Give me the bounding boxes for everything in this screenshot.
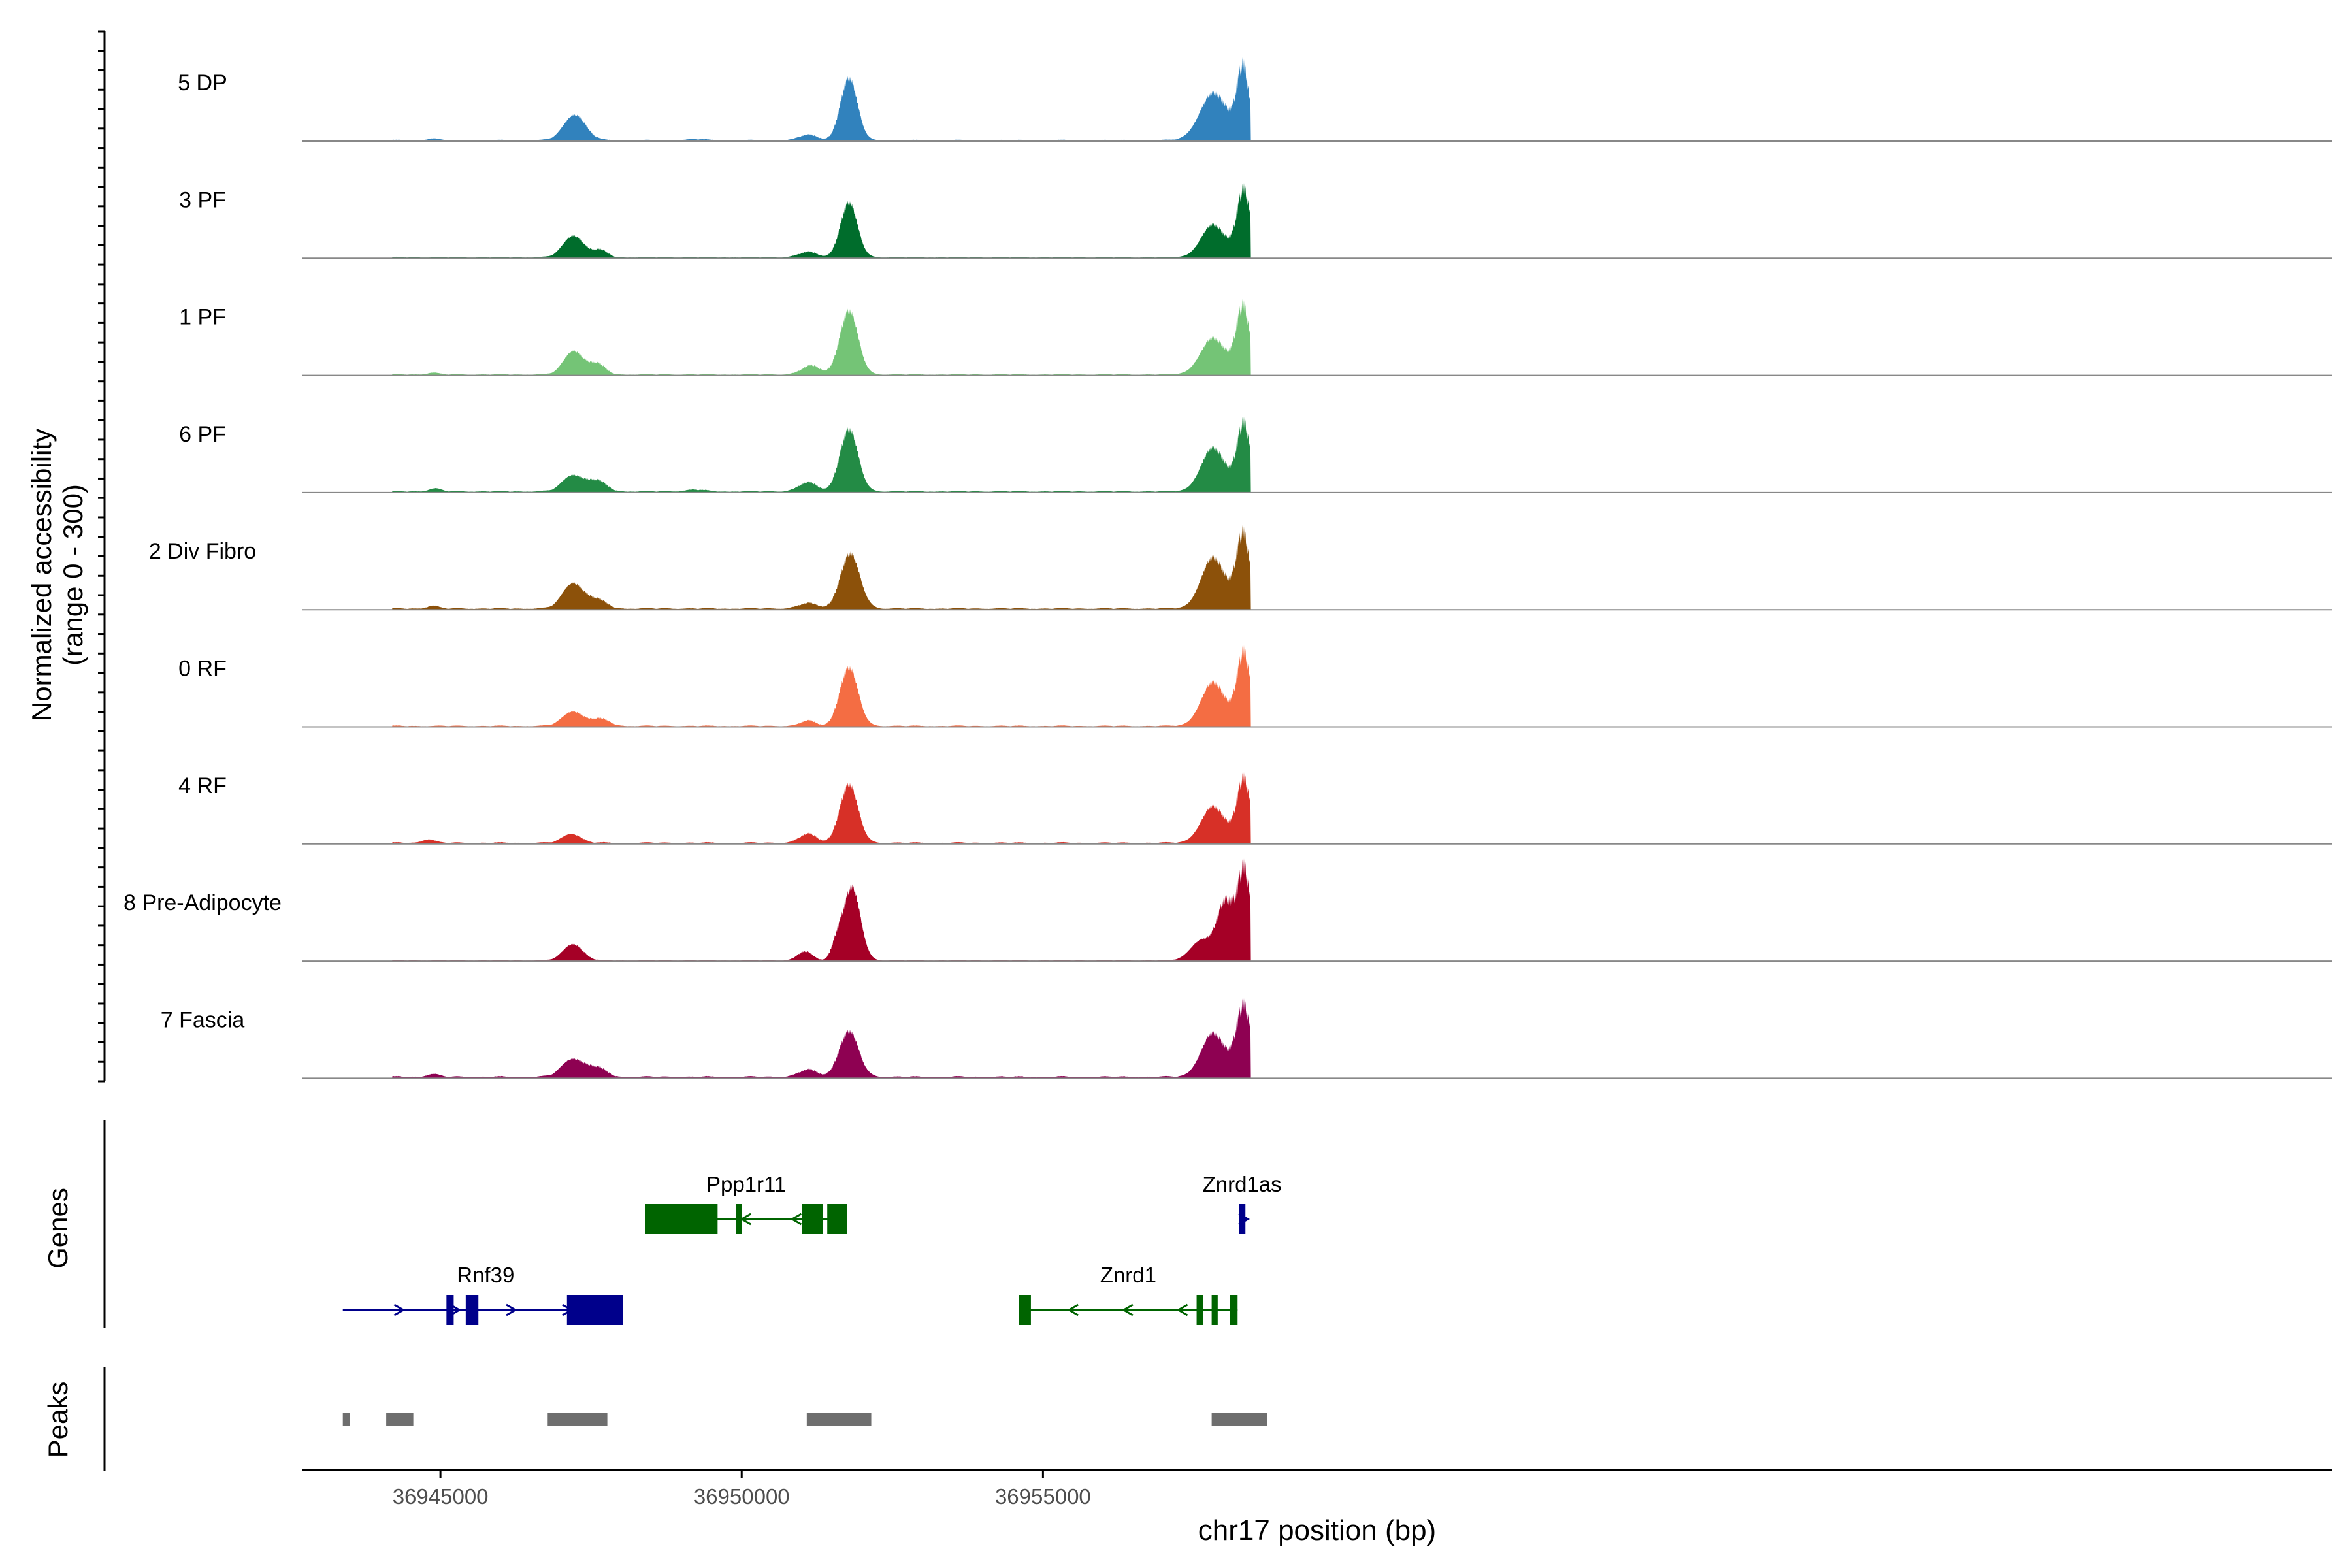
coverage-area	[392, 998, 1251, 1079]
track-3-pf: 3 PF	[179, 183, 2332, 259]
gene-ppp1r11: Ppp1r11	[645, 1172, 847, 1234]
strand-chevron	[1067, 1303, 1079, 1316]
gene-track: Ppp1r11 Znrd1as Rnf39 Znrd1	[103, 1120, 1282, 1328]
track-label: 3 PF	[179, 188, 226, 212]
gene-label: Znrd1as	[1203, 1172, 1282, 1196]
peak-bar	[1211, 1413, 1267, 1426]
coverage-area	[392, 772, 1251, 844]
coverage-area	[392, 57, 1251, 142]
strand-chevron	[790, 1213, 802, 1226]
track-label: 2 Div Fibro	[149, 539, 256, 564]
x-tick-label: 36955000	[995, 1484, 1091, 1509]
gene-exon	[645, 1204, 718, 1234]
track-8-pre-adipocyte: 8 Pre-Adipocyte	[123, 858, 2332, 962]
x-tick-label: 36945000	[393, 1484, 489, 1509]
y-axis	[98, 30, 106, 1083]
gene-exon	[1230, 1295, 1238, 1325]
gene-exon	[736, 1204, 742, 1234]
strand-chevron	[1176, 1303, 1188, 1316]
track-label: 0 RF	[178, 657, 227, 681]
track-label: 4 RF	[178, 774, 227, 798]
gene-znrd1as: Znrd1as	[1203, 1172, 1282, 1234]
peak-track-title: Peaks	[42, 1382, 73, 1458]
strand-chevron	[506, 1303, 518, 1316]
y-axis-title-line1: Normalized accessibility	[26, 429, 57, 721]
coverage-area	[392, 416, 1251, 493]
peak-bar	[342, 1413, 350, 1426]
x-tick-label: 36950000	[694, 1484, 790, 1509]
gene-exon	[802, 1204, 823, 1234]
track-2-div-fibro: 2 Div Fibro	[149, 525, 2332, 611]
track-label: 8 Pre-Adipocyte	[123, 890, 282, 915]
coverage-area	[392, 183, 1251, 259]
gene-exon	[1239, 1204, 1246, 1234]
track-label: 5 DP	[178, 71, 227, 95]
gene-label: Ppp1r11	[706, 1172, 786, 1196]
gene-exon	[1019, 1295, 1031, 1325]
peak-bar	[806, 1413, 872, 1426]
y-axis-title-line2: (range 0 - 300)	[57, 484, 88, 666]
gene-exon	[446, 1295, 454, 1325]
track-label: 7 Fascia	[161, 1007, 245, 1032]
gene-exon	[1196, 1295, 1203, 1325]
gene-exon	[566, 1295, 623, 1325]
track-label: 6 PF	[179, 422, 226, 447]
gene-exon	[1211, 1295, 1218, 1325]
track-5-dp: 5 DP	[178, 57, 2332, 142]
track-7-fascia: 7 Fascia	[161, 998, 2332, 1079]
coverage-area	[392, 858, 1251, 962]
track-6-pf: 6 PF	[179, 416, 2332, 493]
peak-bar	[547, 1413, 608, 1426]
peak-track	[103, 1367, 1267, 1471]
track-1-pf: 1 PF	[179, 299, 2332, 376]
track-0-rf: 0 RF	[178, 645, 2332, 728]
gene-exon	[827, 1204, 847, 1234]
strand-chevron	[1121, 1303, 1134, 1316]
track-4-rf: 4 RF	[178, 772, 2332, 845]
gene-exon	[465, 1295, 479, 1325]
peak-bar	[386, 1413, 414, 1426]
gene-znrd1: Znrd1	[1019, 1263, 1238, 1325]
strand-chevron	[393, 1303, 406, 1316]
coverage-area	[392, 525, 1251, 610]
gene-track-title: Genes	[42, 1188, 73, 1269]
coverage-tracks: 5 DP 3 PF 1 PF 6 PF 2 Div Fibro 0 RF 4 RF 8 Pre…	[123, 57, 2332, 1079]
x-axis-title: chr17 position (bp)	[1198, 1514, 1436, 1546]
track-label: 1 PF	[179, 305, 226, 330]
x-axis: 36945000 36950000 36955000	[302, 1469, 2332, 1509]
gene-label: Znrd1	[1100, 1263, 1156, 1287]
coverage-area	[392, 299, 1251, 376]
gene-rnf39: Rnf39	[342, 1263, 623, 1325]
coverage-area	[392, 645, 1251, 727]
gene-label: Rnf39	[457, 1263, 514, 1287]
